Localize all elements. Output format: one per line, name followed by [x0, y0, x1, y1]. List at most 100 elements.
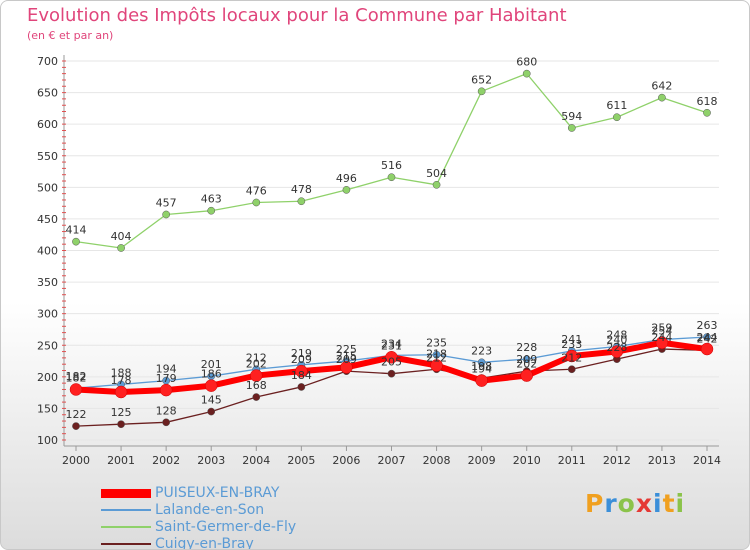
y-tick-label: 400 — [37, 245, 58, 258]
data-point — [159, 383, 173, 397]
data-label: 244 — [651, 331, 672, 344]
legend-swatch — [101, 543, 151, 545]
x-tick-label: 2014 — [693, 454, 721, 467]
data-label: 263 — [697, 319, 718, 332]
data-point — [432, 180, 441, 189]
data-point — [252, 393, 261, 401]
data-label: 457 — [156, 196, 177, 209]
proxiti-logo: Proxiti — [585, 489, 685, 518]
data-point — [72, 422, 80, 430]
data-label: 182 — [66, 370, 87, 383]
data-label: 209 — [516, 353, 537, 366]
data-point — [117, 420, 125, 429]
data-label: 179 — [156, 372, 177, 385]
data-point — [432, 350, 441, 359]
data-point — [297, 197, 306, 206]
y-tick-label: 250 — [37, 339, 58, 352]
data-point — [207, 407, 216, 416]
data-point — [204, 379, 218, 392]
y-tick-label: 650 — [37, 87, 58, 100]
data-label: 228 — [516, 341, 537, 354]
x-tick-label: 2000 — [62, 454, 90, 467]
data-point — [117, 244, 125, 252]
chart-title: Evolution des Impôts locaux pour la Comm… — [27, 5, 567, 26]
data-point — [162, 418, 170, 427]
data-label: 188 — [111, 366, 132, 379]
data-label: 652 — [471, 73, 492, 86]
y-tick-label: 100 — [37, 434, 58, 447]
data-label: 228 — [606, 341, 627, 354]
x-tick-label: 2005 — [287, 454, 315, 467]
data-point — [295, 364, 308, 378]
data-label: 504 — [426, 167, 447, 180]
data-point — [387, 173, 396, 182]
data-point — [522, 69, 531, 78]
x-tick-label: 2006 — [332, 454, 360, 467]
y-tick-label: 550 — [37, 150, 58, 163]
data-point — [69, 383, 83, 396]
data-label: 215 — [336, 349, 357, 362]
data-point — [114, 385, 128, 399]
x-tick-label: 2007 — [378, 454, 406, 467]
x-tick-label: 2011 — [558, 454, 586, 467]
data-label: 212 — [426, 351, 447, 364]
data-point — [207, 206, 216, 215]
data-point — [162, 210, 170, 219]
data-label: 223 — [471, 344, 492, 357]
data-point — [567, 365, 576, 374]
data-point — [520, 369, 533, 382]
data-label: 254 — [651, 325, 672, 338]
legend-swatch — [101, 526, 151, 528]
y-tick-label: 150 — [37, 402, 58, 415]
data-point — [477, 87, 486, 96]
data-label: 202 — [246, 358, 267, 371]
data-label: 209 — [336, 353, 357, 366]
x-tick-label: 2013 — [648, 454, 676, 467]
y-tick-label: 450 — [37, 213, 58, 226]
data-label: 122 — [66, 408, 87, 421]
y-tick-label: 350 — [37, 276, 58, 289]
logo-letter: i — [653, 489, 663, 518]
data-point — [610, 345, 624, 358]
x-tick-label: 2012 — [603, 454, 631, 467]
data-label: 202 — [516, 358, 537, 371]
data-label: 478 — [291, 183, 312, 196]
data-label: 168 — [246, 379, 267, 392]
data-label: 184 — [291, 369, 312, 382]
x-tick-label: 2003 — [197, 454, 225, 467]
data-point — [430, 359, 443, 372]
data-label: 618 — [697, 95, 718, 108]
logo-letter: i — [675, 489, 686, 518]
data-point — [342, 186, 351, 194]
data-label: 476 — [246, 184, 267, 197]
x-tick-label: 2010 — [513, 454, 541, 467]
logo-letter: P — [585, 489, 605, 518]
data-point — [703, 108, 711, 117]
legend-swatch — [101, 488, 151, 498]
logo-letter: o — [617, 489, 636, 518]
logo-letter: r — [604, 489, 618, 518]
data-label: 496 — [336, 172, 357, 185]
data-label: 212 — [246, 351, 267, 364]
y-tick-label: 300 — [37, 308, 58, 321]
data-label: 234 — [381, 337, 402, 350]
data-point — [475, 374, 488, 387]
data-label: 404 — [111, 230, 132, 243]
data-point — [477, 358, 486, 367]
data-label: 642 — [651, 80, 672, 93]
data-point — [385, 351, 398, 364]
legend-label: Lalande-en-Son — [155, 502, 265, 518]
legend-swatch — [101, 509, 151, 511]
x-tick-label: 2004 — [242, 454, 270, 467]
data-point — [655, 336, 669, 349]
logo-letter: x — [635, 489, 653, 518]
data-label: 680 — [516, 56, 537, 69]
x-tick-label: 2002 — [152, 454, 180, 467]
data-label: 594 — [561, 110, 582, 123]
x-tick-label: 2008 — [423, 454, 451, 467]
x-tick-label: 2001 — [107, 454, 135, 467]
y-tick-label: 700 — [37, 55, 58, 68]
legend-label: PUISEUX-EN-BRAY — [155, 485, 280, 501]
data-point — [703, 333, 711, 341]
